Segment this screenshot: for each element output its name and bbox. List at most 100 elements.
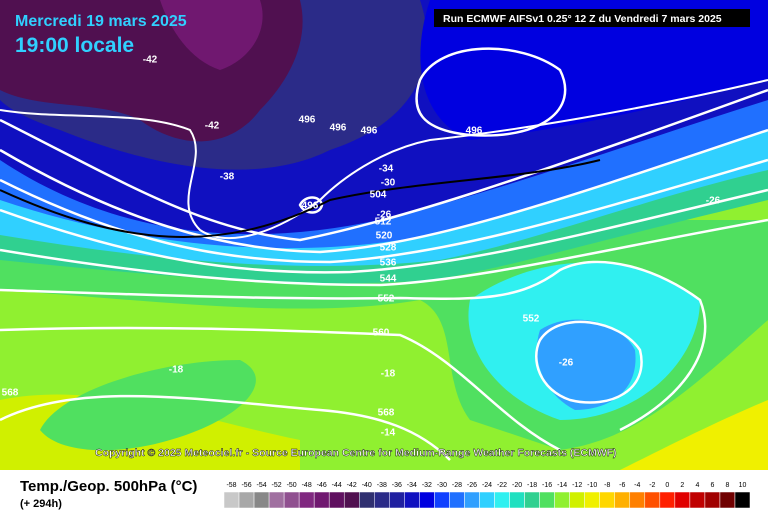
colorbar-tick-label: -26	[467, 482, 477, 489]
colorbar-tick-label: -2	[649, 482, 655, 489]
colorbar-tick-label: -24	[482, 482, 492, 489]
colorbar-tick-label: -14	[557, 482, 567, 489]
copyright: Copyright © 2025 Meteociel.fr - Source E…	[95, 447, 617, 459]
color-swatch	[283, 491, 300, 509]
colorbar-tick-label: -44	[332, 482, 342, 489]
color-swatch	[539, 491, 555, 509]
color-swatch	[614, 491, 631, 509]
contour-label: -42	[205, 121, 220, 132]
color-swatch	[419, 491, 435, 509]
contour	[0, 188, 768, 274]
colorbar-tick-label: 10	[739, 482, 747, 489]
contour-label: -26	[377, 210, 392, 221]
contour-label: 528	[380, 243, 397, 254]
color-swatch	[509, 491, 525, 509]
colorbar-tick-label: -30	[437, 482, 447, 489]
field	[40, 360, 256, 451]
run-box	[434, 9, 750, 27]
colorbar-tick-label: 2	[680, 482, 684, 489]
colorbar-tick-label: -12	[572, 482, 582, 489]
contour-label: 512	[375, 217, 392, 228]
color-swatch	[524, 491, 540, 509]
colorbar-tick-label: -22	[497, 482, 507, 489]
colorbar-tick-label: -40	[362, 482, 372, 489]
colorbar-tick-label: -46	[317, 482, 327, 489]
colorbar-tick-label: -16	[542, 482, 552, 489]
color-swatch	[494, 491, 510, 509]
color-swatch	[359, 491, 375, 509]
lead-time: (+ 294h)	[20, 498, 62, 510]
map-background	[0, 0, 768, 470]
contour-label: -30	[381, 178, 396, 189]
color-swatch	[313, 491, 330, 509]
contour	[0, 326, 561, 452]
color-swatch	[268, 491, 285, 509]
colorbar-tick-label: 6	[710, 482, 714, 489]
color-swatch	[599, 491, 615, 509]
colorbar-tick-label: -36	[392, 482, 402, 489]
color-swatch	[644, 491, 661, 509]
colorbar-tick-label: -20	[512, 482, 522, 489]
contour	[0, 88, 768, 242]
colorbar-tick-label: 8	[726, 482, 730, 489]
color-swatch	[569, 491, 585, 509]
color-swatch	[343, 491, 360, 509]
contour-label: -18	[381, 369, 396, 380]
colorbar-tick-label: -32	[422, 482, 432, 489]
contour-label: -34	[379, 164, 394, 175]
colorbar-tick-label: -28	[452, 482, 462, 489]
colorbar-tick-label: -34	[407, 482, 417, 489]
colorbar-tick-label: -58	[226, 482, 236, 489]
colorbar: -58 -56 -54 -52 -50 -48 -46 -44 -42 -40 -38 -36 -34-…	[223, 482, 751, 509]
color-swatch	[253, 491, 270, 509]
contour	[415, 47, 567, 137]
contour	[0, 79, 768, 239]
field	[620, 400, 768, 470]
contour-label: -14	[381, 428, 396, 439]
contour	[535, 320, 643, 404]
colorbar-tick-label: -48	[302, 482, 312, 489]
contour-label: -18	[169, 365, 184, 376]
contour	[0, 218, 768, 287]
contour-label: 552	[378, 294, 395, 305]
contour-label: 496	[466, 126, 483, 137]
contour-label: 568	[378, 408, 395, 419]
color-swatch	[584, 491, 600, 509]
contour-label: 560	[373, 328, 390, 339]
contour-label: 520	[376, 231, 393, 242]
contour-label: 568	[2, 388, 19, 399]
contour-label: -42	[143, 55, 158, 66]
color-swatch	[629, 491, 646, 509]
colorbar-tick-label: 0	[665, 482, 669, 489]
color-swatch	[719, 491, 736, 509]
colorbar-tick-label: -50	[287, 482, 297, 489]
color-swatch	[734, 491, 751, 509]
contours	[0, 47, 768, 461]
color-swatch	[223, 491, 240, 509]
run-info: Run ECMWF AIFSv1 0.25° 12 Z du Vendredi …	[443, 13, 722, 25]
contour-label: 552	[523, 314, 540, 325]
color-swatch	[434, 491, 450, 509]
colorbar-tick-label: -6	[619, 482, 625, 489]
contour-label: 536	[380, 258, 397, 269]
time: 19:00 locale	[15, 34, 134, 57]
color-swatch	[238, 491, 255, 509]
colorbar-tick-label: -52	[272, 482, 282, 489]
contour	[0, 158, 768, 264]
legend-title: Temp./Geop. 500hPa (°C)	[20, 478, 197, 495]
color-swatch	[674, 491, 691, 509]
field	[160, 0, 263, 70]
colorbar-tick-label: -42	[347, 482, 357, 489]
contour	[0, 128, 768, 254]
color-swatch	[464, 491, 480, 509]
contour-label: 544	[380, 274, 397, 285]
colorbar-tick-label: -8	[604, 482, 610, 489]
contour-label: 496	[302, 201, 319, 212]
colorbar-tick-label: -4	[634, 482, 640, 489]
color-swatch	[554, 491, 570, 509]
contour-label: -38	[220, 172, 235, 183]
color-swatch	[479, 491, 495, 509]
colorbar-tick-label: 4	[695, 482, 699, 489]
